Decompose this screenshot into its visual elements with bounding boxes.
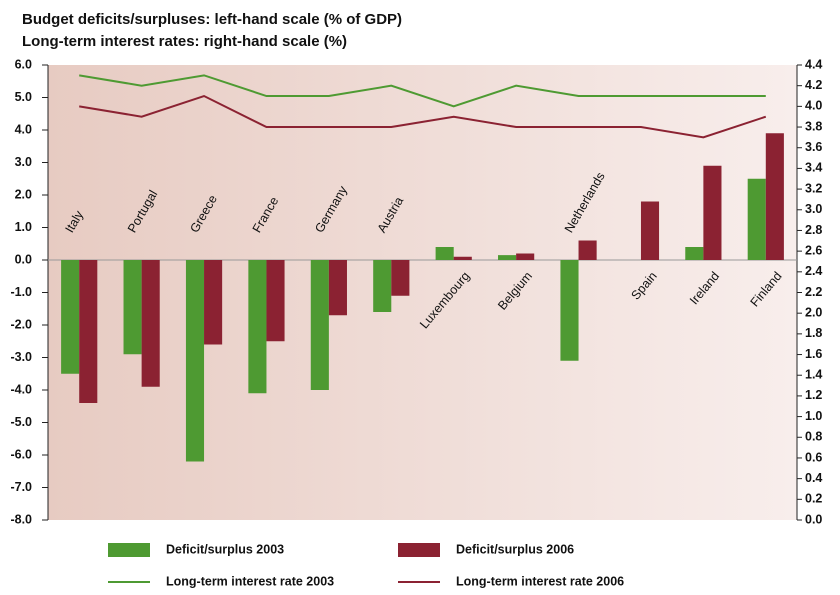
bar — [703, 165, 722, 260]
y2-tick-label: 4.4 — [805, 57, 822, 71]
y-tick-label: 4.0 — [15, 122, 32, 136]
y2-tick-label: 2.6 — [805, 243, 822, 257]
bar — [266, 260, 285, 342]
bar — [391, 260, 410, 296]
y2-tick-label: 1.0 — [805, 409, 822, 423]
y-tick-label: 3.0 — [15, 155, 32, 169]
y2-tick-label: 2.8 — [805, 223, 822, 237]
bar — [435, 247, 454, 260]
bar — [141, 260, 160, 387]
y-tick-label: 0.0 — [15, 252, 32, 266]
y-tick-label: 2.0 — [15, 187, 32, 201]
y2-tick-label: 0.4 — [805, 471, 822, 485]
y2-tick-label: 1.8 — [805, 326, 822, 340]
line-series — [79, 94, 767, 139]
bar — [560, 260, 579, 361]
y-tick-label: 5.0 — [15, 90, 32, 104]
y-tick-label: -1.0 — [10, 285, 32, 299]
bar — [373, 260, 392, 312]
bar — [61, 260, 80, 374]
legend-label: Deficit/surplus 2003 — [166, 542, 284, 556]
y-tick-label: 6.0 — [15, 57, 32, 71]
bar — [578, 240, 597, 260]
y2-tick-label: 1.4 — [805, 368, 822, 382]
bar — [498, 255, 517, 260]
y2-tick-label: 0.8 — [805, 430, 822, 444]
y-tick-label: -7.0 — [10, 480, 32, 494]
y2-tick-label: 0.6 — [805, 450, 822, 464]
bar — [453, 256, 472, 260]
y-tick-label: -3.0 — [10, 350, 32, 364]
bar — [516, 253, 535, 260]
bar — [328, 260, 347, 316]
plot-area — [48, 65, 797, 520]
y2-tick-label: 2.0 — [805, 305, 822, 319]
y2-tick-label: 2.4 — [805, 264, 822, 278]
y-tick-label: 1.0 — [15, 220, 32, 234]
y2-tick-label: 2.2 — [805, 285, 822, 299]
bar — [204, 260, 223, 345]
bar — [685, 247, 704, 260]
y2-tick-label: 3.0 — [805, 202, 822, 216]
y2-tick-label: 4.0 — [805, 99, 822, 113]
bar — [747, 178, 766, 260]
y2-tick-label: 1.2 — [805, 388, 822, 402]
y-tick-label: -2.0 — [10, 317, 32, 331]
legend-label: Long-term interest rate 2006 — [456, 574, 624, 588]
y2-tick-label: 3.4 — [805, 161, 822, 175]
chart-subtitle: Long-term interest rates: right-hand sca… — [22, 33, 347, 50]
y-tick-label: -4.0 — [10, 382, 32, 396]
y-tick-label: -5.0 — [10, 415, 32, 429]
y2-tick-label: 0.0 — [805, 512, 822, 526]
y2-tick-label: 0.2 — [805, 492, 822, 506]
bar — [310, 260, 329, 390]
bar — [640, 201, 660, 260]
legend-label: Deficit/surplus 2006 — [456, 542, 574, 556]
y2-tick-label: 4.2 — [805, 78, 822, 92]
legend-swatch — [108, 543, 150, 557]
y-tick-label: -6.0 — [10, 447, 32, 461]
bar — [185, 260, 205, 462]
bar — [123, 260, 142, 355]
legend-swatch — [398, 543, 440, 557]
y2-tick-label: 1.6 — [805, 347, 822, 361]
bar — [248, 260, 267, 394]
legend-label: Long-term interest rate 2003 — [166, 574, 334, 588]
bar — [79, 260, 98, 403]
y2-tick-label: 3.8 — [805, 119, 822, 133]
y-tick-label: -8.0 — [10, 512, 32, 526]
chart-title: Budget deficits/surpluses: left-hand sca… — [22, 11, 402, 28]
y2-tick-label: 3.2 — [805, 181, 822, 195]
line-series — [79, 74, 766, 108]
bar — [765, 133, 784, 260]
y2-tick-label: 3.6 — [805, 140, 822, 154]
